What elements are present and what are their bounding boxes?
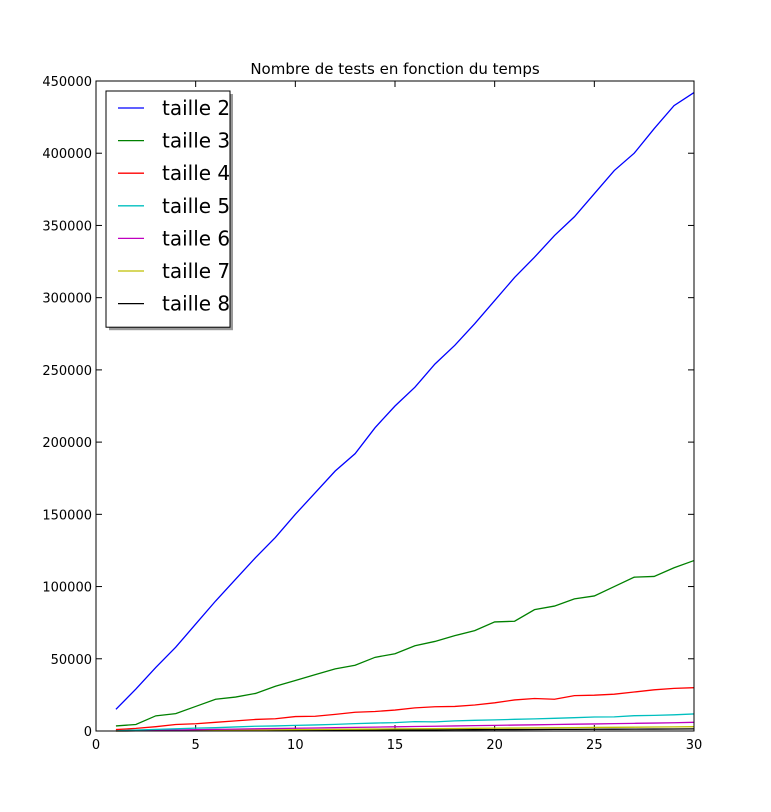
legend-label: taille 8 <box>162 292 230 316</box>
series-line-taille-2 <box>115 92 695 710</box>
x-tick-label: 10 <box>287 738 304 753</box>
x-tick-label: 15 <box>387 738 404 753</box>
series-line-taille-5 <box>115 713 695 732</box>
y-tick-label: 50000 <box>51 653 92 668</box>
legend: taille 2 taille 3 taille 4 taille 5 taille 6… <box>105 90 233 331</box>
series-line-taille-7 <box>115 726 695 732</box>
y-tick-label: 450000 <box>42 75 92 90</box>
series-lines <box>115 92 695 732</box>
x-tick-label: 25 <box>586 738 603 753</box>
y-axis: 0 50000 100000 150000 200000 250000 300000 3500… <box>42 75 694 740</box>
legend-label: taille 7 <box>162 259 230 283</box>
series-line-taille-6 <box>115 721 695 732</box>
y-tick-label: 250000 <box>42 364 92 379</box>
y-tick-label: 300000 <box>42 292 92 307</box>
legend-label: taille 2 <box>162 96 230 120</box>
y-tick-label: 0 <box>84 725 92 740</box>
series-line-taille-4 <box>115 687 695 731</box>
legend-label: taille 6 <box>162 226 230 250</box>
y-tick-label: 100000 <box>42 581 92 596</box>
series-line-taille-3 <box>115 559 695 727</box>
legend-label: taille 4 <box>162 161 230 185</box>
y-tick-label: 350000 <box>42 219 92 234</box>
x-tick-label: 5 <box>192 738 200 753</box>
legend-box <box>105 90 231 328</box>
y-tick-label: 150000 <box>42 508 92 523</box>
legend-label: taille 5 <box>162 194 230 218</box>
chart-title: Nombre de tests en fonction du temps <box>250 60 540 78</box>
legend-label: taille 3 <box>162 129 230 153</box>
x-tick-label: 30 <box>686 738 703 753</box>
y-tick-label: 400000 <box>42 147 92 162</box>
y-tick-label: 200000 <box>42 436 92 451</box>
x-tick-label: 0 <box>92 738 100 753</box>
x-tick-label: 20 <box>486 738 503 753</box>
plot-frame <box>95 80 695 732</box>
